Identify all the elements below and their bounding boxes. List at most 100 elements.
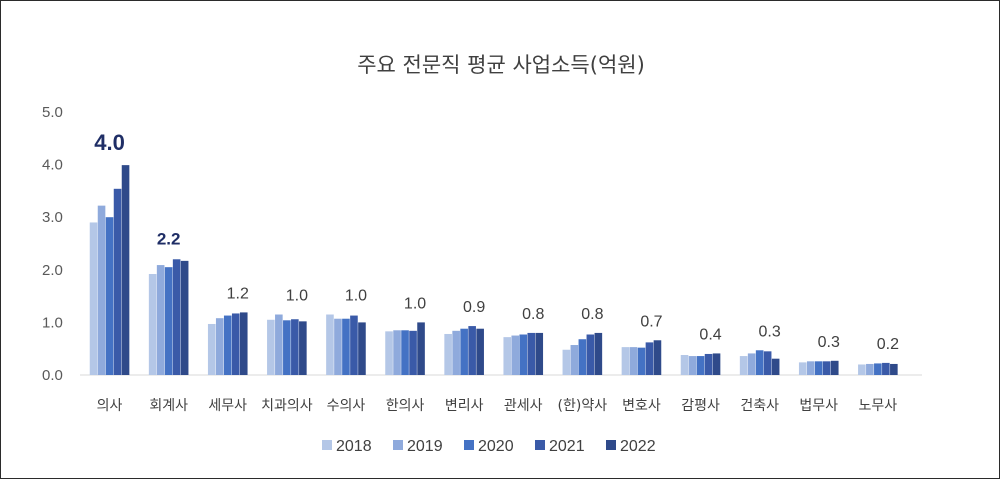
category-label: 세무사 <box>208 398 247 414</box>
bar-2018-9 <box>621 347 630 375</box>
category-label: 변리사 <box>445 398 484 414</box>
legend-label: 2022 <box>620 438 656 455</box>
legend-swatch-2020 <box>464 440 474 450</box>
data-label: 1.0 <box>345 288 367 305</box>
bar-2020-10 <box>696 356 705 375</box>
data-label: 0.8 <box>522 306 544 323</box>
bar-2018-5 <box>385 331 393 375</box>
y-tick-label: 0.0 <box>42 367 63 384</box>
data-label: 1.2 <box>227 285 249 302</box>
bar-2020-8 <box>578 339 587 375</box>
bar-2018-0 <box>89 222 98 375</box>
legend-swatch-2019 <box>393 440 403 450</box>
bar-2018-7 <box>503 337 512 375</box>
bar-2021-4 <box>350 315 358 375</box>
bar-2020-1 <box>164 267 173 375</box>
bar-2019-6 <box>452 330 460 375</box>
category-label: 감평사 <box>681 398 720 414</box>
bar-2022-13 <box>890 363 898 375</box>
bar-2022-3 <box>299 321 307 375</box>
bar-2022-7 <box>535 332 544 375</box>
bar-2019-3 <box>275 314 283 375</box>
category-label: 건축사 <box>740 398 779 414</box>
bar-2018-4 <box>326 314 334 375</box>
bar-2018-10 <box>680 355 689 375</box>
bar-2020-12 <box>814 361 823 375</box>
bar-2021-1 <box>172 259 181 375</box>
bar-2019-8 <box>570 345 579 375</box>
data-label: 0.8 <box>581 306 603 323</box>
legend-swatch-2018 <box>322 440 332 450</box>
bar-2020-7 <box>519 334 528 375</box>
category-label: 회계사 <box>149 398 188 414</box>
bar-2018-8 <box>562 349 571 375</box>
bar-2020-0 <box>105 217 114 375</box>
data-label: 0.3 <box>818 334 840 351</box>
bar-2021-7 <box>527 332 536 375</box>
legend: 2018 2019 2020 2021 2022 <box>322 438 656 455</box>
category-label: 법무사 <box>799 398 838 414</box>
data-label: 0.3 <box>759 323 781 340</box>
bar-2018-11 <box>739 356 748 375</box>
legend-swatch-2021 <box>535 440 545 450</box>
bar-2020-3 <box>283 320 291 375</box>
bar-2021-3 <box>291 319 299 375</box>
bar-2022-0 <box>121 165 130 375</box>
bar-2019-7 <box>511 335 520 375</box>
legend-label: 2018 <box>336 438 372 455</box>
bar-2020-13 <box>874 363 882 375</box>
bar-2021-11 <box>763 351 772 375</box>
bar-2018-1 <box>148 274 157 375</box>
bar-2018-13 <box>858 364 866 375</box>
bar-2022-8 <box>594 332 603 375</box>
legend-label: 2021 <box>549 438 585 455</box>
y-axis: 0.0 1.0 2.0 3.0 4.0 5.0 <box>42 104 63 384</box>
bar-2020-4 <box>342 318 350 375</box>
bar-2020-2 <box>223 315 232 375</box>
bar-2019-10 <box>688 356 697 375</box>
legend-swatch-2022 <box>606 440 616 450</box>
bar-2019-2 <box>215 318 224 375</box>
bar-2019-13 <box>866 363 874 375</box>
bar-2022-9 <box>653 340 662 375</box>
category-label: 한의사 <box>386 398 425 414</box>
bar-2018-3 <box>267 319 275 375</box>
bar-2022-5 <box>417 322 425 375</box>
bar-2019-4 <box>334 318 342 375</box>
bar-2018-6 <box>444 333 452 375</box>
category-label: 노무사 <box>859 398 898 414</box>
category-label: 관세사 <box>504 398 543 414</box>
y-tick-label: 3.0 <box>42 209 63 226</box>
category-label: 변호사 <box>622 398 661 414</box>
data-label: 4.0 <box>94 130 125 155</box>
bar-2020-9 <box>637 347 646 375</box>
bar-2021-8 <box>586 334 595 375</box>
bar-2020-11 <box>755 350 764 375</box>
data-label: 0.2 <box>877 336 899 353</box>
bar-2019-11 <box>747 353 756 375</box>
bar-2021-5 <box>409 330 417 375</box>
data-labels: 4.0 2.2 1.2 1.0 1.0 1.0 0.9 0.8 0.8 0.7 0.4 0.3 0.3 0… <box>94 130 899 353</box>
bar-2021-12 <box>822 361 831 375</box>
bar-2018-12 <box>798 362 807 375</box>
category-label: 의사 <box>97 398 123 414</box>
bar-2021-13 <box>882 362 890 375</box>
bar-2022-4 <box>358 322 366 375</box>
category-label: (한)약사 <box>558 398 608 414</box>
bar-2021-10 <box>704 353 713 375</box>
chart-title: 주요 전문직 평균 사업소득(억원) <box>357 53 645 77</box>
bar-2021-0 <box>113 188 122 375</box>
bar-2022-12 <box>830 360 839 375</box>
y-tick-label: 4.0 <box>42 157 63 174</box>
bar-2022-10 <box>712 353 721 375</box>
bar-2019-9 <box>629 347 638 375</box>
bar-2020-5 <box>401 330 409 375</box>
bar-2022-6 <box>476 328 484 375</box>
data-label: 0.4 <box>699 326 721 343</box>
category-labels: 의사 회계사 세무사 치과의사 수의사 한의사 변리사 관세사 (한)약사 변호사 감평사 건축사 법무… <box>97 398 898 414</box>
category-label: 수의사 <box>327 398 366 414</box>
bar-2022-1 <box>180 260 189 375</box>
bar-2018-2 <box>207 323 216 375</box>
